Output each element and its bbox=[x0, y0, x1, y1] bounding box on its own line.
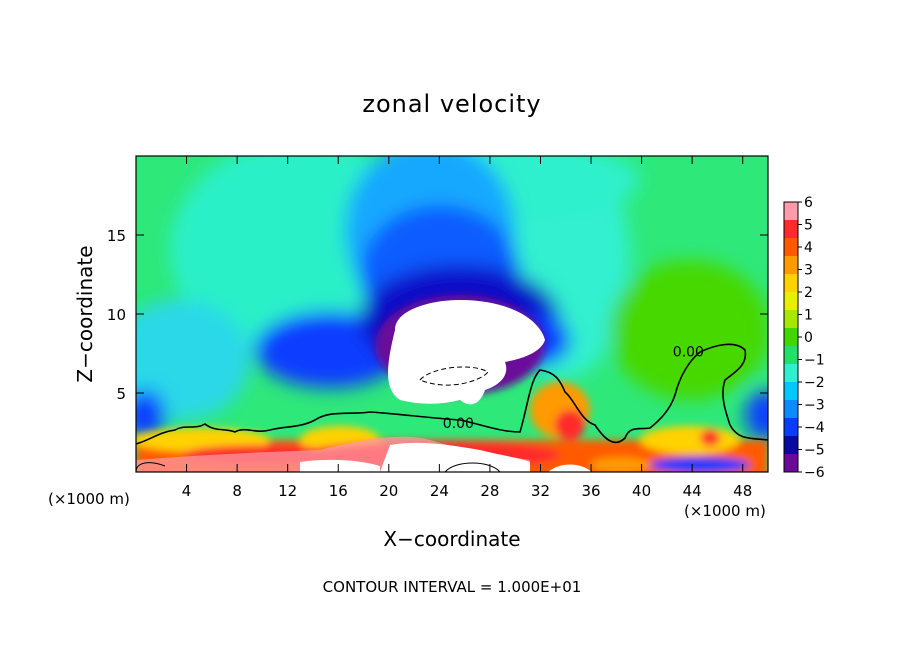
colorbar-swatch bbox=[784, 382, 798, 401]
x-tick-label: 32 bbox=[531, 482, 550, 500]
colorbar-swatch bbox=[784, 400, 798, 419]
colorbar-swatch bbox=[784, 256, 798, 275]
contour-interval-note: CONTOUR INTERVAL = 1.000E+01 bbox=[323, 578, 582, 596]
colorbar-swatch bbox=[784, 274, 798, 293]
colorbar-tick-label: 4 bbox=[804, 240, 813, 256]
colorbar-tick-label: 1 bbox=[804, 308, 813, 324]
x-tick-label: 16 bbox=[329, 482, 348, 500]
x-units-right: (×1000 m) bbox=[684, 502, 766, 520]
x-tick-label: 20 bbox=[379, 482, 398, 500]
x-tick-label: 24 bbox=[430, 482, 449, 500]
contour-label: 0.00 bbox=[443, 416, 474, 432]
x-units-left: (×1000 m) bbox=[48, 490, 130, 508]
colorbar-swatch bbox=[784, 328, 798, 347]
contour-labels: 0.00 0.00 bbox=[443, 345, 704, 432]
colorbar-tick-label: 3 bbox=[804, 263, 813, 279]
colorbar-swatch bbox=[784, 292, 798, 311]
chart-title: zonal velocity bbox=[362, 90, 541, 118]
colorbar-tick-label: −3 bbox=[804, 398, 825, 414]
x-tick-label: 40 bbox=[632, 482, 651, 500]
colorbar-tick-label: 2 bbox=[804, 285, 813, 301]
contour-label: 0.00 bbox=[673, 345, 704, 361]
velocity-field bbox=[136, 156, 768, 472]
x-tick-label: 8 bbox=[232, 482, 242, 500]
colorbar-tick-label: −4 bbox=[804, 420, 825, 436]
x-tick-label: 4 bbox=[182, 482, 192, 500]
colorbar-tick-label: 5 bbox=[804, 218, 813, 234]
y-tick-label: 5 bbox=[116, 385, 126, 403]
colorbar-swatch bbox=[784, 238, 798, 257]
colorbar-swatch bbox=[784, 436, 798, 455]
colorbar-tick-label: −2 bbox=[804, 375, 825, 391]
colorbar-tick-label: −6 bbox=[804, 465, 825, 481]
colorbar-swatch bbox=[784, 346, 798, 365]
colorbar-swatch bbox=[784, 454, 798, 473]
y-tick-label: 10 bbox=[107, 306, 126, 324]
colorbar-tick-label: 0 bbox=[804, 330, 813, 346]
x-tick-label: 12 bbox=[278, 482, 297, 500]
y-axis: 5 10 15 bbox=[107, 227, 768, 403]
colorbar-swatch bbox=[784, 202, 798, 221]
colorbar-swatch bbox=[784, 418, 798, 437]
y-axis-label: Z−coordinate bbox=[73, 245, 97, 382]
x-tick-label: 28 bbox=[480, 482, 499, 500]
colorbar-tick-label: −1 bbox=[804, 353, 825, 369]
colorbar-tick-label: 6 bbox=[804, 195, 813, 211]
x-axis-label: X−coordinate bbox=[383, 527, 520, 551]
colorbar: 6 5 4 3 2 1 0 −1 −2 −3 −4 −5 −6 bbox=[783, 195, 825, 481]
colorbar-tick-label: −5 bbox=[804, 443, 825, 459]
colorbar-swatch bbox=[784, 220, 798, 239]
x-tick-label: 44 bbox=[683, 482, 702, 500]
y-tick-label: 15 bbox=[107, 227, 126, 245]
x-tick-label: 48 bbox=[733, 482, 752, 500]
colorbar-swatch bbox=[784, 310, 798, 329]
colorbar-swatch bbox=[784, 364, 798, 383]
x-tick-label: 36 bbox=[581, 482, 600, 500]
x-axis: 4 8 12 16 20 24 28 32 36 40 44 48 bbox=[182, 156, 752, 500]
